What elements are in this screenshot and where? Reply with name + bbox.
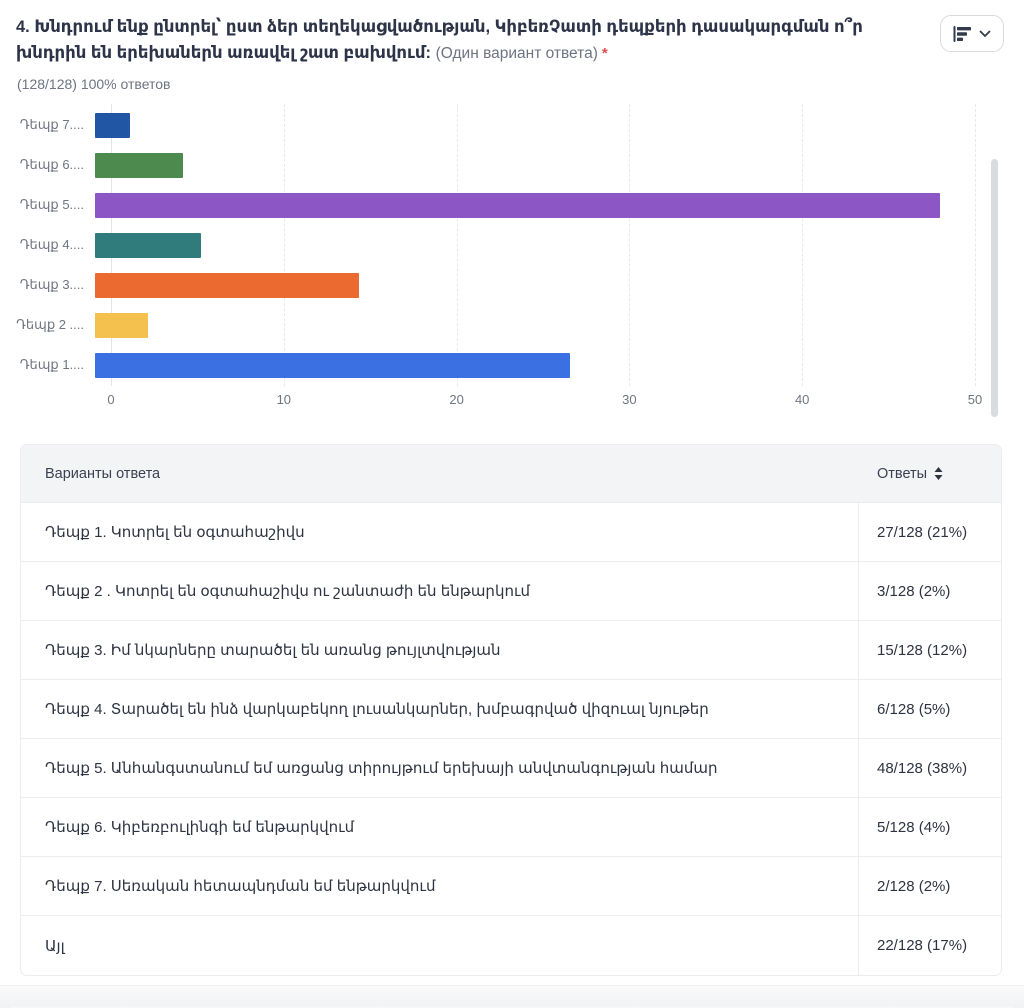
bar-5[interactable]: [95, 192, 940, 218]
table-row: Դեպք 3. Իմ նկարները տարածել են առանց թու…: [21, 621, 1001, 680]
answers-cell: 27/128 (21%): [877, 523, 968, 541]
chart-rows: Դեպք 7.... Դեպք 6.... Դեպք 5.... Դեպք 4....…: [0, 104, 1024, 385]
answers-cell: 3/128 (2%): [877, 582, 951, 600]
chart-row: Դեպք 4....: [0, 225, 1024, 265]
bar-2[interactable]: [95, 312, 148, 338]
table-row: Դեպք 4. Տարածել են ինձ վարկաբեկող լուսան…: [21, 680, 1001, 739]
options-column-header: Варианты ответа: [45, 465, 161, 482]
category-label: Դեպք 4....: [19, 237, 84, 252]
category-label: Դեպք 3....: [19, 277, 84, 292]
chart-row: Դեպք 2 ....: [0, 305, 1024, 345]
gridline: [456, 104, 458, 386]
bar-1[interactable]: [95, 352, 571, 378]
answers-table: Варианты ответа Ответы Դեպք 1. Կոտրել են…: [20, 444, 1002, 976]
chevron-down-icon: [979, 30, 991, 38]
question-title-block: 4. Խնդրում ենք ընտրել՝ ըստ ձեր տեղեկացվա…: [16, 14, 940, 92]
option-cell: Դեպք 3. Իմ նկարները տարածել են առանց թու…: [21, 621, 859, 679]
option-cell: Դեպք 7. Սեռական հետապնդման եմ ենթարկվում: [21, 857, 859, 915]
table-row: Դեպք 6. Կիբեռբուլինգի եմ ենթարկվում 5/128…: [21, 798, 1001, 857]
response-stats: (128/128) 100% ответов: [17, 76, 171, 92]
x-tick-label: 0: [107, 392, 115, 407]
category-label: Դեպք 1....: [19, 357, 84, 372]
chart-row: Դեպք 5....: [0, 185, 1024, 225]
x-tick-label: 10: [276, 392, 292, 407]
sort-arrows-icon[interactable]: [934, 467, 943, 480]
gridline: [629, 104, 631, 386]
required-asterisk: *: [601, 45, 608, 62]
question-header: 4. Խնդրում ենք ընտրել՝ ըստ ձեր տեղեկացվա…: [0, 0, 1024, 92]
category-label: Դեպք 2 ....: [16, 317, 84, 332]
bar-4[interactable]: [95, 232, 201, 258]
question-title-text: 4. Խնդրում ենք ընտրել՝ ըստ ձեր տեղեկացվա…: [16, 18, 863, 62]
bar-track: [95, 152, 975, 178]
answers-cell: 48/128 (38%): [877, 759, 968, 777]
answers-cell: 2/128 (2%): [877, 877, 951, 895]
bar-chart: Դեպք 7.... Դեպք 6.... Դեպք 5.... Դեպք 4....…: [0, 104, 1024, 417]
table-row: Դեպք 5. Անհանգստանում եմ առցանց տիրույթո…: [21, 739, 1001, 798]
bar-7[interactable]: [95, 112, 131, 138]
bar-track: [95, 192, 975, 218]
bar-track: [95, 112, 975, 138]
bar-track: [95, 232, 975, 258]
gridline: [283, 104, 285, 386]
table-row: Դեպք 2 . Կոտրել են օգտահաշիվս ու շանտաժի…: [21, 562, 1001, 621]
answer-note: (Один вариант ответа): [435, 45, 598, 62]
question-title: 4. Խնդրում ենք ընտրել՝ ըստ ձեր տեղեկացվա…: [16, 14, 920, 67]
answers-cell: 22/128 (17%): [877, 937, 968, 954]
chart-scrollbar[interactable]: [991, 159, 998, 417]
option-cell: Դեպք 5. Անհանգստանում եմ առցանց տիրույթո…: [21, 739, 859, 797]
category-label: Դեպք 7....: [19, 117, 84, 132]
answers-cell: 6/128 (5%): [877, 700, 951, 718]
table-row: Այլ 22/128 (17%): [21, 916, 1001, 975]
bar-3[interactable]: [95, 272, 359, 298]
gridline: [802, 104, 804, 386]
chart-row: Դեպք 6....: [0, 145, 1024, 185]
option-cell: Այլ: [21, 916, 859, 975]
category-label: Դեպք 5....: [19, 197, 84, 212]
option-cell: Դեպք 6. Կիբեռբուլինգի եմ ենթարկվում: [21, 798, 859, 856]
table-row: Դեպք 7. Սեռական հետապնդման եմ ենթարկվում…: [21, 857, 1001, 916]
answers-cell: 15/128 (12%): [877, 641, 968, 659]
x-axis-labels: 0 10 20 30 40 50: [107, 392, 982, 410]
answers-header-label: Ответы: [877, 465, 928, 482]
gridline: [975, 104, 976, 386]
option-cell: Դեպք 2 . Կոտրել են օգտահաշիվս ու շանտաժի…: [21, 562, 859, 620]
chart-type-dropdown-button[interactable]: [940, 15, 1004, 52]
x-tick-label: 50: [967, 392, 983, 407]
table-header-row: Варианты ответа Ответы: [21, 445, 1001, 503]
x-tick-label: 40: [794, 392, 810, 407]
bar-6[interactable]: [95, 152, 183, 178]
answers-column-header[interactable]: Ответы: [859, 466, 1001, 482]
x-tick-label: 20: [449, 392, 464, 407]
option-cell: Դեպք 1. Կոտրել են օգտահաշիվս: [21, 503, 859, 561]
x-tick-label: 30: [622, 392, 637, 407]
chart-row: Դեպք 3....: [0, 265, 1024, 305]
table-row: Դեպք 1. Կոտրել են օգտահաշիվս 27/128 (21%): [21, 503, 1001, 562]
bar-track: [95, 272, 975, 298]
horizontal-bar-chart-icon: [953, 25, 973, 42]
answers-cell: 5/128 (4%): [877, 818, 951, 836]
bar-track: [95, 312, 975, 338]
next-card-gap: [0, 985, 1024, 1008]
chart-row: Դեպք 1....: [0, 345, 1024, 385]
category-label: Դեպք 6....: [19, 157, 84, 172]
bar-track: [95, 352, 975, 378]
option-cell: Դեպք 4. Տարածել են ինձ վարկաբեկող լուսան…: [21, 680, 859, 738]
table-body: Դեպք 1. Կոտրել են օգտահաշիվս 27/128 (21%)…: [21, 503, 1001, 975]
chart-row: Դեպք 7....: [0, 105, 1024, 145]
